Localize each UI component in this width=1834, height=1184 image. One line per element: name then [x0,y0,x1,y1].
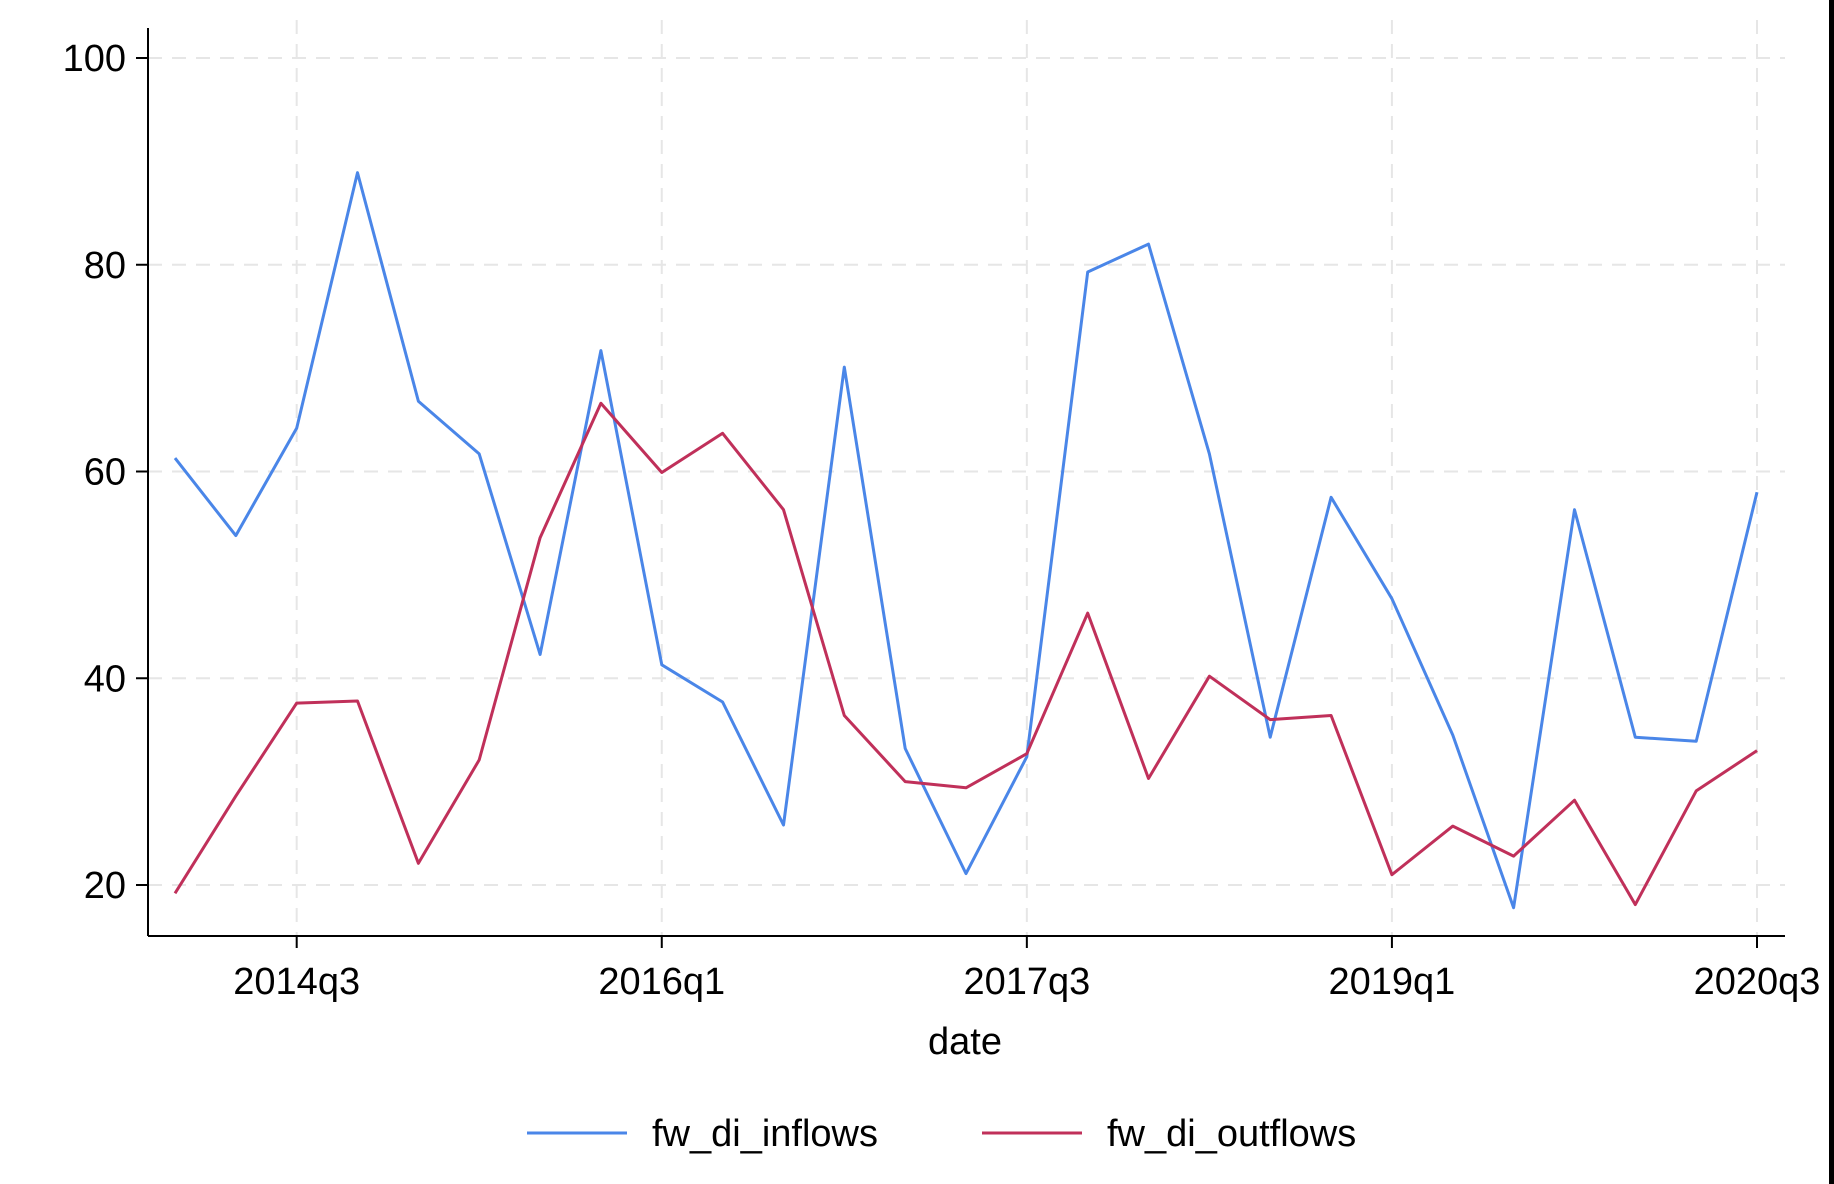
axes: 20 40 60 80 100 2014q3 2016q1 2017q3 2019q1 2020q… [63,28,1821,1003]
y-tick-label: 80 [84,245,126,287]
x-tick-label: 2014q3 [233,961,360,1003]
legend: fw_di_inflows fw_di_outflows [527,1113,1356,1155]
right-frame-edge [1829,0,1834,1184]
x-tick-label: 2020q3 [1694,961,1821,1003]
legend-label: fw_di_inflows [652,1113,878,1155]
x-tick-label: 2016q1 [598,961,725,1003]
series-line-fw_di_inflows [173,171,1759,910]
y-tick-label: 60 [84,452,126,494]
legend-label: fw_di_outflows [1107,1113,1356,1155]
y-tick-label: 20 [84,865,126,907]
y-tick-label: 40 [84,658,126,700]
y-tick-label: 100 [63,38,126,80]
series-line-fw_di_outflows [173,401,1758,907]
series-lines [173,171,1759,910]
x-tick-label: 2019q1 [1329,961,1456,1003]
grid [148,20,1785,936]
x-tick-label: 2017q3 [963,961,1090,1003]
x-axis-title: date [928,1021,1002,1063]
